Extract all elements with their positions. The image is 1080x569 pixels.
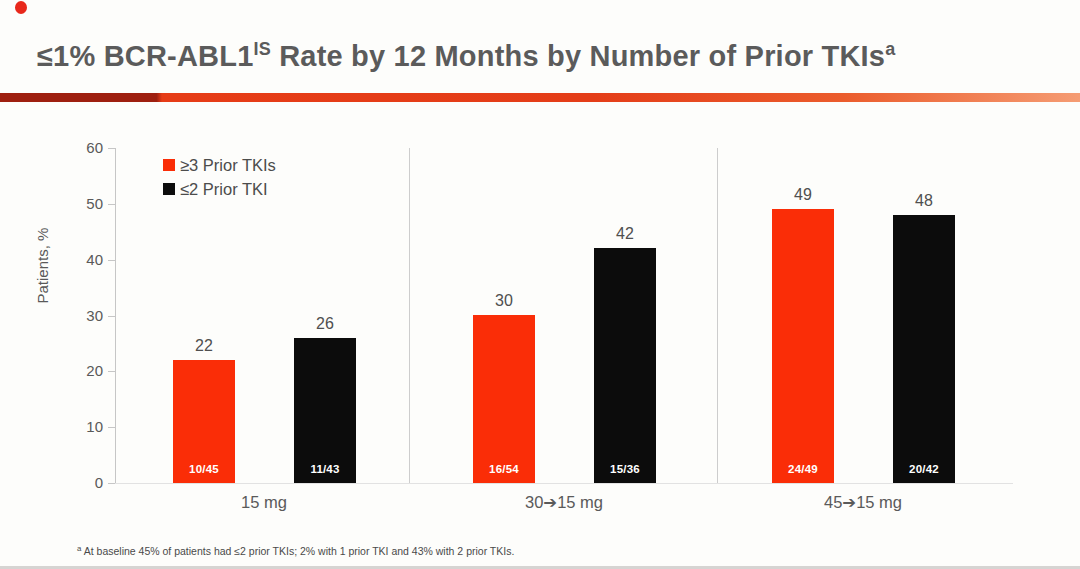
y-axis-label: Patients, % bbox=[34, 284, 51, 304]
y-tick-label: 40 bbox=[63, 251, 103, 269]
x-tick-label: 15 mg bbox=[174, 493, 354, 512]
x-tick-label: 45➔15 mg bbox=[773, 493, 953, 512]
legend-label: ≥3 Prior TKIs bbox=[180, 156, 276, 175]
bar-value-label: 48 bbox=[884, 192, 964, 210]
bar-fraction-label: 20/42 bbox=[893, 463, 955, 475]
y-tick-mark bbox=[108, 316, 115, 317]
bar-value-label: 26 bbox=[285, 315, 365, 333]
x-axis-line bbox=[115, 483, 1013, 484]
bar bbox=[594, 248, 656, 483]
legend-swatch-icon bbox=[163, 159, 175, 171]
bar-fraction-label: 10/45 bbox=[173, 463, 235, 475]
bar-chart: Patients, % ≥3 Prior TKIs ≤2 Prior TKI 0 1… bbox=[0, 0, 1080, 569]
y-tick-mark bbox=[108, 260, 115, 261]
bar-value-label: 22 bbox=[164, 337, 244, 355]
y-tick-mark bbox=[108, 148, 115, 149]
bar-value-label: 30 bbox=[464, 292, 544, 310]
y-tick-label: 60 bbox=[63, 139, 103, 157]
y-tick-label: 20 bbox=[63, 362, 103, 380]
legend: ≥3 Prior TKIs ≤2 Prior TKI bbox=[163, 153, 276, 201]
legend-item: ≥3 Prior TKIs bbox=[163, 153, 276, 177]
bar bbox=[294, 338, 356, 483]
y-axis-line bbox=[115, 148, 116, 483]
x-tick-label: 30➔15 mg bbox=[474, 493, 654, 512]
legend-swatch-icon bbox=[163, 183, 175, 195]
bar bbox=[772, 209, 834, 483]
bar-fraction-label: 11/43 bbox=[294, 463, 356, 475]
bar-fraction-label: 16/54 bbox=[473, 463, 535, 475]
y-tick-mark bbox=[108, 204, 115, 205]
bar-value-label: 49 bbox=[763, 186, 843, 204]
y-tick-label: 50 bbox=[63, 195, 103, 213]
y-tick-mark bbox=[108, 427, 115, 428]
bar-fraction-label: 15/36 bbox=[594, 463, 656, 475]
group-divider-line bbox=[409, 148, 410, 483]
y-tick-label: 30 bbox=[63, 307, 103, 325]
group-divider-line bbox=[717, 148, 718, 483]
legend-label: ≤2 Prior TKI bbox=[180, 180, 268, 199]
slide: ≤1% BCR-ABL1IS Rate by 12 Months by Numb… bbox=[0, 0, 1080, 569]
y-tick-mark bbox=[108, 483, 115, 484]
footnote-text: At baseline 45% of patients had ≤2 prior… bbox=[81, 545, 514, 557]
bar bbox=[893, 215, 955, 483]
footnote: a At baseline 45% of patients had ≤2 pri… bbox=[77, 545, 514, 557]
bar-fraction-label: 24/49 bbox=[772, 463, 834, 475]
legend-item: ≤2 Prior TKI bbox=[163, 177, 276, 201]
bar-value-label: 42 bbox=[585, 225, 665, 243]
y-tick-label: 10 bbox=[63, 418, 103, 436]
y-tick-label: 0 bbox=[63, 474, 103, 492]
y-tick-mark bbox=[108, 371, 115, 372]
bar bbox=[473, 315, 535, 483]
